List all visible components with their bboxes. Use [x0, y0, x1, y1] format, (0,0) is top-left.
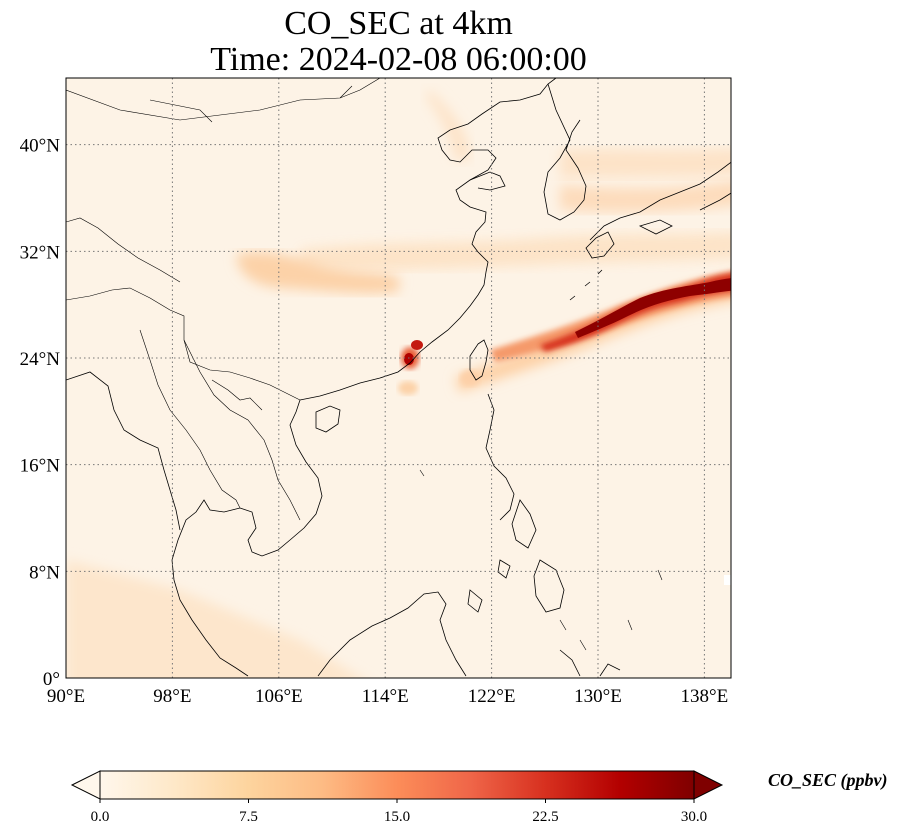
lon-tick-label: 114°E — [362, 686, 409, 707]
lat-tick-labels: 0° 8°N 16°N 24°N 32°N 40°N — [20, 136, 61, 690]
lon-tick-label: 122°E — [468, 686, 516, 707]
lat-tick-label: 40°N — [20, 136, 61, 157]
colorbar-bar — [99, 770, 695, 800]
colorbar-tick-label: 7.5 — [239, 809, 258, 825]
map-title-line1: CO_SEC at 4km — [284, 5, 513, 42]
colorbar-label: CO_SEC (ppbv) — [768, 770, 888, 790]
map-title-line2: Time: 2024-02-08 06:00:00 — [210, 41, 587, 78]
lat-tick-label: 16°N — [20, 456, 61, 477]
colorbar-extend-max — [693, 770, 724, 800]
lat-tick-label: 8°N — [29, 562, 60, 583]
coastlines — [66, 78, 731, 677]
lon-tick-label: 106°E — [255, 686, 303, 707]
colorbar: 0.0 7.5 15.0 22.5 30.0 — [70, 770, 724, 825]
colorbar-tick-label: 15.0 — [384, 809, 410, 825]
lon-tick-label: 138°E — [681, 686, 729, 707]
lat-tick-label: 0° — [43, 669, 60, 690]
lat-tick-label: 32°N — [20, 242, 61, 263]
lon-tick-label: 130°E — [574, 686, 622, 707]
lon-tick-labels: 90°E 98°E 106°E 114°E 122°E 130°E 138°E — [47, 686, 728, 707]
map-frame — [65, 77, 732, 679]
concentration-field — [66, 90, 731, 678]
colorbar-ticks: 0.0 7.5 15.0 22.5 30.0 — [91, 799, 707, 825]
lat-tick-label: 24°N — [20, 349, 61, 370]
colorbar-tick-label: 0.0 — [91, 809, 110, 825]
colorbar-tick-label: 22.5 — [532, 809, 558, 825]
map-background — [66, 78, 731, 678]
colorbar-tick-label: 30.0 — [681, 809, 707, 825]
colorbar-extend-min — [70, 770, 101, 800]
gridlines — [66, 78, 731, 678]
lon-tick-label: 98°E — [153, 686, 191, 707]
lon-tick-label: 90°E — [47, 686, 85, 707]
